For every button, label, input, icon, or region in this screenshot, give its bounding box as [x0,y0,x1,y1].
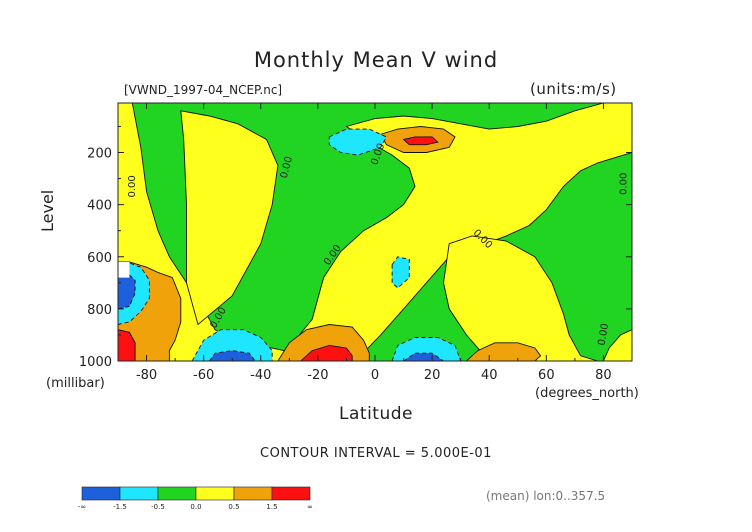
colorbar-tick-label: -0.5 [151,503,165,511]
colorbar-tick-label: ∞ [307,503,313,511]
region-strong-positive-upper-middle [402,136,439,146]
contour-label: 0.00 [618,173,629,195]
contour-label: 0.00 [127,175,138,197]
x-tick-label: 80 [595,368,612,383]
y-tick-label: 800 [87,303,112,318]
colorbar-swatch [157,486,197,501]
x-axis-label: Latitude [339,404,413,424]
contour-labels: 0.000.000.000.000.000.000.000.00 [127,142,629,347]
y-axis-unit-label: (millibar) [46,376,105,391]
contour-label: 0.00 [596,323,611,347]
contour-regions [118,103,632,361]
y-tick-label: 1000 [79,355,112,370]
x-tick-label: 40 [481,368,498,383]
colorbar-swatch [233,486,273,501]
colorbar-swatch [271,486,311,501]
colorbar-swatch [195,486,235,501]
x-tick-label: 0 [371,368,379,383]
region-strong-positive-west [118,329,136,361]
mean-longitude-label: (mean) lon:0..357.5 [486,489,606,503]
x-tick-label: -20 [307,368,328,383]
colorbar: -∞ -1.5 -0.5 0.0 0.5 1.5 ∞ [78,486,313,511]
region-positive-band-upper [180,110,279,326]
x-tick-label: 60 [538,368,555,383]
x-axis-ticks: -80 -60 -40 -20 0 20 40 60 80 [117,103,633,383]
x-tick-label: -80 [136,368,157,383]
region-positive-corner-east [602,329,632,361]
y-tick-label: 200 [87,147,112,162]
colorbar-tick-label: -1.5 [113,503,127,511]
y-axis-ticks: 200 400 600 800 1000 [79,125,632,370]
region-strong-negative-lower-west [208,350,256,361]
x-tick-label: -40 [250,368,271,383]
colorbar-swatch [119,486,159,501]
missing-data-patch [118,261,130,278]
region-negative-mid [391,256,410,289]
colorbar-swatch [81,486,121,501]
file-label: [VWND_1997-04_NCEP.nc] [124,83,283,97]
y-tick-label: 600 [87,251,112,266]
region-strong-positive-lower-middle [300,344,353,361]
region-negative-upper [328,128,388,156]
x-axis-unit-label: (degrees_north) [535,386,639,401]
colorbar-tick-label: 0.5 [228,503,239,511]
contour-interval-label: CONTOUR INTERVAL = 5.000E-01 [260,446,492,461]
region-strong-negative-lower-middle [402,352,445,361]
region-negative-lower-middle [391,337,462,361]
x-tick-label: 20 [424,368,441,383]
region-negative-lower-west [191,329,273,361]
chart-title: Monthly Mean V wind [253,48,499,72]
colorbar-tick-label: 1.5 [266,503,277,511]
x-tick-label: -60 [193,368,214,383]
colorbar-tick-label: -∞ [78,503,86,511]
region-positive-band-east [443,235,598,361]
region-moderate-positive-lower-east [465,342,542,361]
colorbar-tick-label: 0.0 [190,503,201,511]
y-tick-label: 400 [87,199,112,214]
units-label: (units:m/s) [530,80,617,98]
